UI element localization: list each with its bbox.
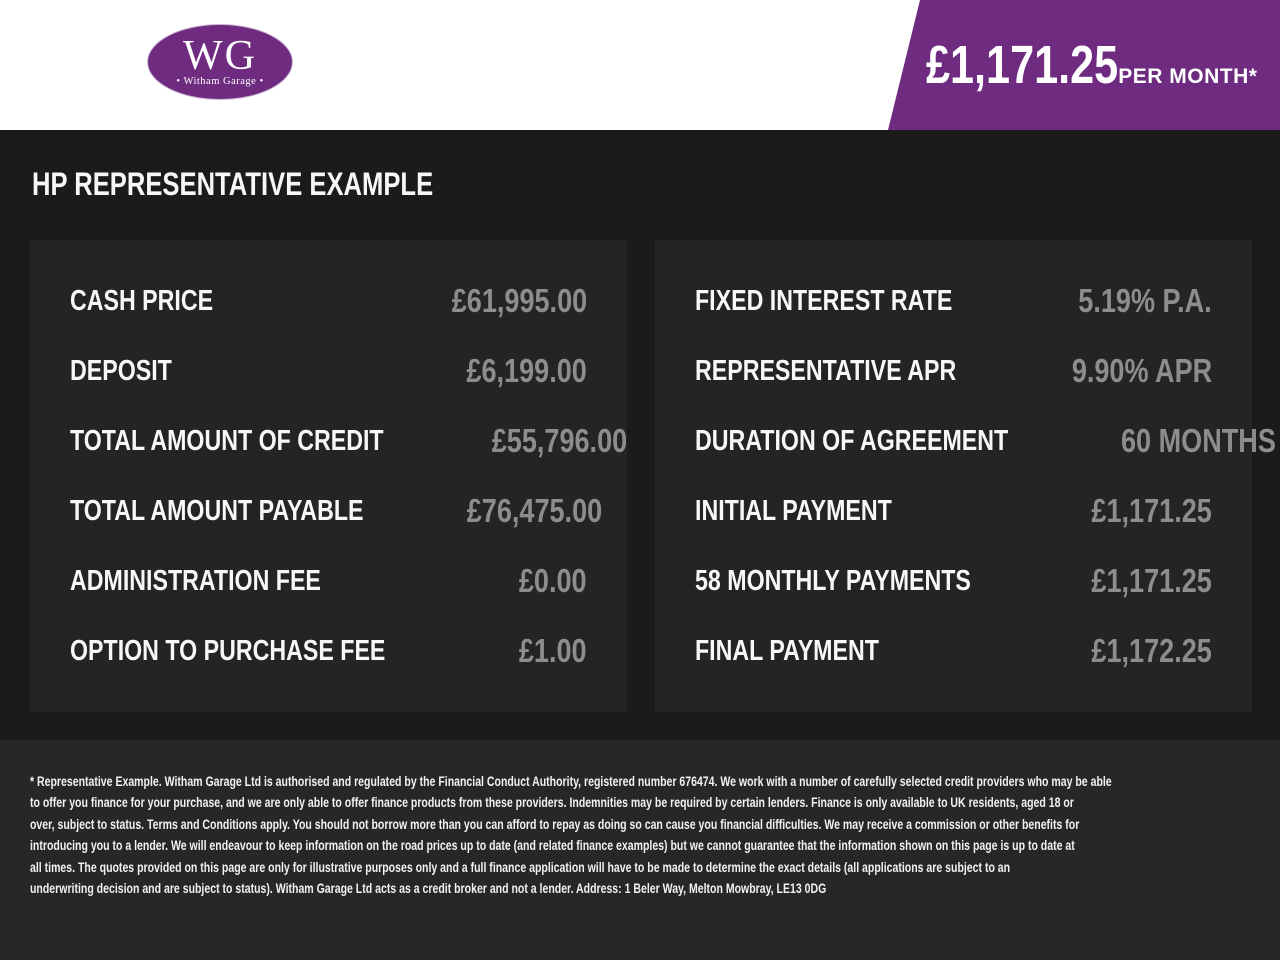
row-value: £55,796.00 <box>491 422 628 459</box>
table-row: DEPOSIT £6,199.00 <box>70 336 587 406</box>
disclaimer-line: introducing you to a lender. We will end… <box>30 838 1075 854</box>
page-title: HP REPRESENTATIVE EXAMPLE <box>32 166 434 202</box>
finance-table-left: CASH PRICE £61,995.00 DEPOSIT £6,199.00 … <box>30 240 627 712</box>
table-row: OPTION TO PURCHASE FEE £1.00 <box>70 616 587 686</box>
disclaimer-line: all times. The quotes provided on this p… <box>30 859 1011 875</box>
table-row: 58 MONTHLY PAYMENTS £1,171.25 <box>695 546 1212 616</box>
row-value: 9.90% APR <box>1071 352 1212 389</box>
disclaimer-line: over, subject to status. Terms and Condi… <box>30 816 1080 832</box>
row-value: £61,995.00 <box>451 282 587 319</box>
disclaimer-line: underwriting decision and are subject to… <box>30 881 827 897</box>
row-value: £6,199.00 <box>466 352 587 389</box>
finance-tables: CASH PRICE £61,995.00 DEPOSIT £6,199.00 … <box>30 240 1275 712</box>
disclaimer-line: * Representative Example. Witham Garage … <box>30 774 1112 789</box>
row-label: DEPOSIT <box>70 354 172 387</box>
row-value: £76,475.00 <box>466 492 603 529</box>
table-row: INITIAL PAYMENT £1,171.25 <box>695 476 1212 546</box>
table-row: CASH PRICE £61,995.00 <box>70 266 587 336</box>
table-row: DURATION OF AGREEMENT 60 MONTHS <box>695 406 1275 476</box>
table-row: FINAL PAYMENT £1,172.25 <box>695 616 1212 686</box>
logo-initials: WG <box>183 33 257 79</box>
row-label: INITIAL PAYMENT <box>695 494 892 527</box>
row-label: FIXED INTEREST RATE <box>695 284 953 317</box>
row-label: TOTAL AMOUNT PAYABLE <box>70 494 364 527</box>
row-label: TOTAL AMOUNT OF CREDIT <box>70 424 384 457</box>
monthly-price-period: PER MONTH* <box>1118 65 1258 88</box>
row-label: 58 MONTHLY PAYMENTS <box>695 564 971 597</box>
row-value: £1,172.25 <box>1091 632 1212 669</box>
row-label: REPRESENTATIVE APR <box>695 354 957 387</box>
row-value: £1,171.25 <box>1091 492 1212 529</box>
row-value: 60 MONTHS <box>1120 422 1276 459</box>
footer: * Representative Example. Witham Garage … <box>0 740 1280 960</box>
row-label: ADMINISTRATION FEE <box>70 564 321 597</box>
logo-name: • Witham Garage • <box>176 76 264 87</box>
monthly-price: £1,171.25 <box>926 35 1119 95</box>
price-banner: £1,171.25 PER MONTH* <box>888 0 1280 130</box>
row-value: £1,171.25 <box>1091 562 1212 599</box>
witham-garage-logo: WG • Witham Garage • <box>148 25 292 99</box>
header-bar: WG • Witham Garage • £1,171.25 PER MONTH… <box>0 0 1280 130</box>
table-row: FIXED INTEREST RATE 5.19% P.A. <box>695 266 1212 336</box>
table-row: REPRESENTATIVE APR 9.90% APR <box>695 336 1212 406</box>
row-value: 5.19% P.A. <box>1078 282 1212 319</box>
table-row: TOTAL AMOUNT PAYABLE £76,475.00 <box>70 476 602 546</box>
disclaimer-line: to offer you finance for your purchase, … <box>30 795 1074 811</box>
row-label: FINAL PAYMENT <box>695 634 879 667</box>
legal-disclaimer: * Representative Example. Witham Garage … <box>30 771 1112 899</box>
row-label: OPTION TO PURCHASE FEE <box>70 634 386 667</box>
row-label: DURATION OF AGREEMENT <box>695 424 1009 457</box>
row-label: CASH PRICE <box>70 284 214 317</box>
row-value: £1.00 <box>519 632 587 669</box>
row-value: £0.00 <box>519 562 587 599</box>
table-row: TOTAL AMOUNT OF CREDIT £55,796.00 <box>70 406 627 476</box>
table-row: ADMINISTRATION FEE £0.00 <box>70 546 587 616</box>
finance-table-right: FIXED INTEREST RATE 5.19% P.A. REPRESENT… <box>655 240 1275 712</box>
